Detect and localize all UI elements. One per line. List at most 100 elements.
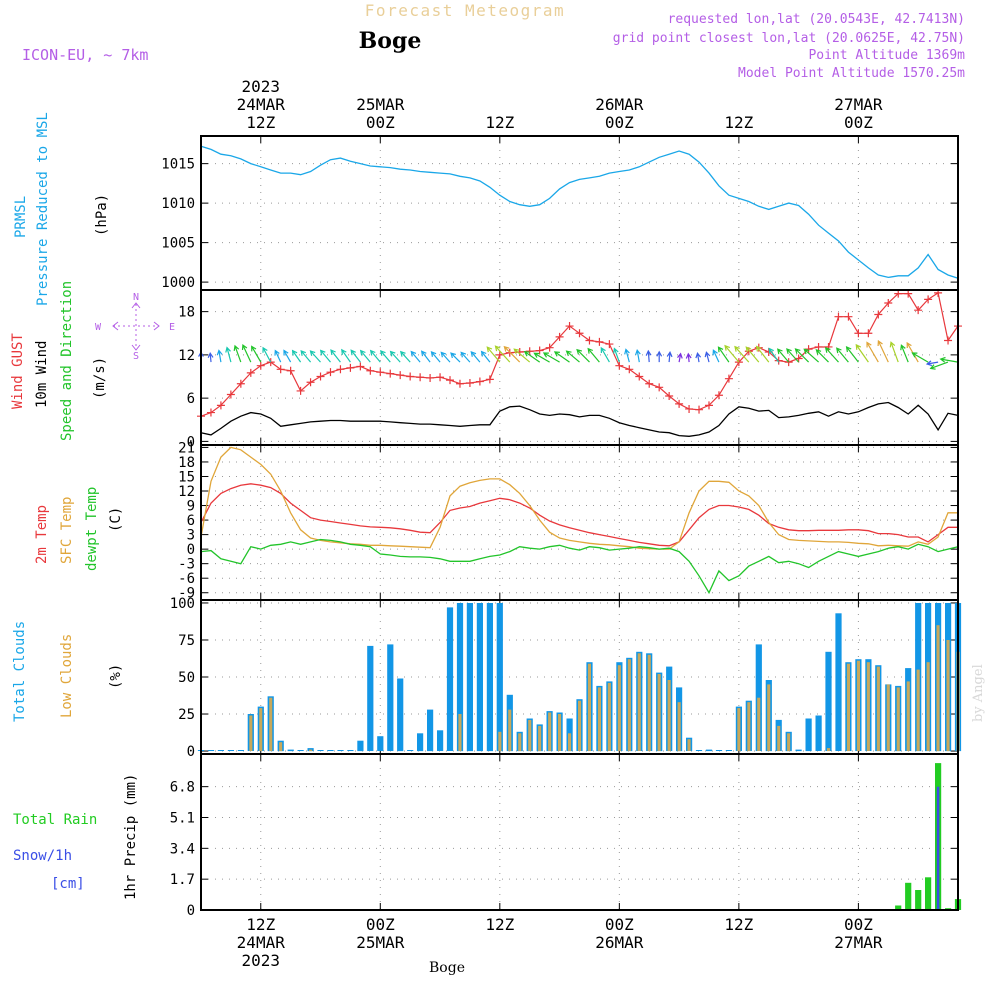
plot-area: 1000100510101015061218-9-6-3036912151821… — [161, 77, 962, 970]
y-tick-label: 9 — [187, 499, 195, 515]
total-cloud-bar — [207, 750, 215, 751]
y-tick-label: 1015 — [161, 157, 195, 173]
low-cloud-bar — [667, 680, 671, 752]
gust-marker — [436, 373, 445, 382]
wind-arrow — [794, 348, 810, 363]
low-cloud-bar — [787, 733, 791, 752]
wind-arrow — [600, 346, 610, 363]
wind-arrow — [513, 348, 531, 363]
banner-title: Forecast Meteogram — [365, 1, 565, 20]
low-cloud-bar — [578, 700, 582, 751]
y-tick-label: 6 — [187, 513, 195, 529]
wind-arrow — [533, 352, 550, 363]
low-cloud-bar — [617, 665, 621, 752]
gust-marker — [346, 363, 355, 372]
gust-marker — [655, 383, 664, 392]
wind-arrows — [198, 339, 959, 370]
total-cloud-bar — [466, 603, 473, 752]
wind-arrow — [369, 349, 381, 363]
gust-marker — [216, 401, 225, 410]
y-tick-label: -9 — [178, 586, 195, 602]
bottom-time-label: 25MAR — [356, 933, 405, 952]
snow-bar — [936, 786, 940, 910]
y-tick-label: 75 — [178, 633, 195, 649]
temp-dewpt-line — [200, 538, 959, 595]
wind-arrow — [283, 349, 292, 363]
legend-pressure-msl: Pressure Reduced to MSL — [35, 112, 51, 306]
gust-marker — [276, 365, 285, 374]
y-tick-label: 0 — [187, 903, 195, 919]
wind-arrow — [470, 350, 481, 363]
top-time-label: 00Z — [844, 113, 873, 132]
wind-arrow — [717, 346, 730, 363]
gust-marker — [615, 361, 624, 370]
wind-arrow — [656, 350, 663, 363]
temp-legend: 2m Temp SFC Temp dewpt Temp (C) — [34, 487, 124, 571]
y-tick-label: 0 — [187, 744, 195, 760]
gust-marker — [695, 405, 704, 414]
wind-arrow — [494, 345, 511, 363]
low-cloud-bar — [637, 653, 641, 751]
rain-bar — [925, 877, 932, 910]
low-cloud-bar — [259, 708, 263, 751]
gust-marker — [366, 366, 375, 375]
y-tick-label: 0 — [187, 434, 195, 450]
top-time-label: 24MAR — [237, 95, 286, 114]
clouds-legend: Total Clouds Low Clouds (%) — [12, 621, 124, 722]
top-time-label: 12Z — [485, 113, 514, 132]
gust-marker — [246, 368, 255, 377]
wind-arrow — [241, 343, 252, 363]
wind-arrow — [824, 346, 839, 363]
wind-arrow — [677, 352, 683, 363]
total-cloud-bar — [317, 750, 324, 751]
low-cloud-bar — [926, 662, 930, 751]
station-title: Boge — [359, 28, 422, 54]
rain-bar — [895, 905, 902, 910]
gust-marker — [336, 365, 345, 374]
wind-arrow — [379, 349, 391, 363]
gust-marker — [625, 365, 634, 374]
legend-sfc-temp: SFC Temp — [59, 497, 75, 564]
wind-arrow — [251, 345, 262, 363]
gust-marker — [356, 362, 365, 371]
top-time-label: 12Z — [724, 113, 753, 132]
wind-arrow — [399, 350, 411, 363]
low-cloud-bar — [279, 742, 283, 752]
total-cloud-bar — [456, 603, 464, 752]
wind-arrow — [866, 341, 879, 363]
gust-marker — [924, 295, 933, 304]
low-cloud-bar — [558, 714, 562, 751]
total-cloud-bar — [367, 645, 374, 751]
legend-total-clouds: Total Clouds — [12, 621, 28, 722]
gust-marker — [914, 306, 923, 315]
rain-bar — [905, 882, 912, 910]
total-cloud-bar — [795, 749, 802, 752]
gust-marker — [446, 376, 455, 385]
requested-coords: requested lon,lat (20.0543E, 42.7413N) — [668, 12, 965, 27]
low-cloud-bar — [458, 714, 462, 751]
y-tick-label: 6 — [187, 391, 195, 407]
wind-arrow — [645, 349, 652, 363]
total-cloud-bar — [417, 733, 424, 752]
precip-legend: Total Rain Snow/1h [cm] 1hr Precip (mm) — [13, 774, 139, 900]
y-tick-label: 1.7 — [170, 872, 195, 888]
gust-marker — [605, 340, 614, 349]
gust-marker — [854, 329, 863, 338]
total-cloud-bar — [815, 715, 822, 751]
gust-marker — [874, 310, 883, 319]
y-tick-label: 3 — [187, 528, 195, 544]
y-tick-label: 1010 — [161, 196, 195, 212]
total-cloud-bar — [357, 740, 364, 752]
wind-arrow — [274, 349, 282, 363]
low-cloud-bar — [747, 702, 751, 752]
top-time-label: 25MAR — [356, 95, 405, 114]
model-label: ICON-EU, ~ 7km — [22, 46, 148, 64]
y-tick-label: 12 — [178, 348, 195, 364]
total-cloud-bar — [327, 750, 334, 751]
wind-arrow — [430, 350, 441, 363]
gust-marker — [675, 399, 684, 408]
wind-arrow — [911, 352, 929, 363]
gust-marker — [426, 373, 435, 382]
clouds-units: (%) — [108, 664, 124, 689]
